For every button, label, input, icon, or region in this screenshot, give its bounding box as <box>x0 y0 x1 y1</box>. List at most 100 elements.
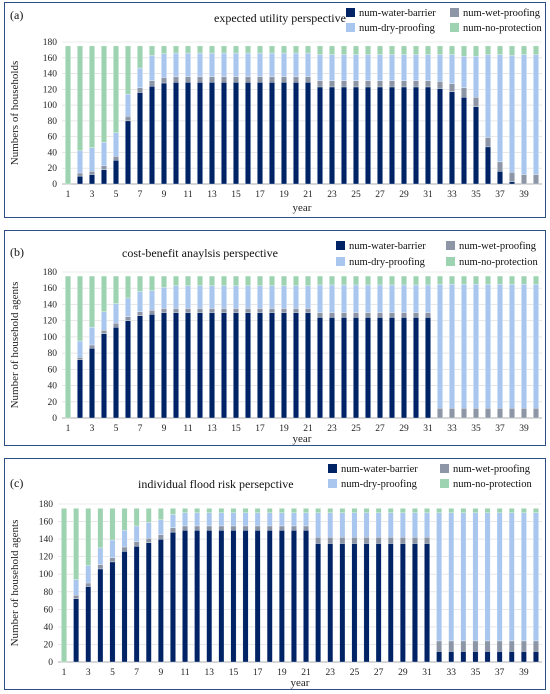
bar-water-19 <box>281 312 287 419</box>
bar-wet-18 <box>266 525 273 531</box>
bar-water-24 <box>341 317 347 419</box>
bar-dry-11 <box>185 52 191 77</box>
bar-dry-31 <box>425 284 431 313</box>
legend-label-none: num-no-protection <box>453 479 532 490</box>
bar-none-19 <box>279 508 285 513</box>
bar-none-8 <box>149 45 155 56</box>
bar-dry-32 <box>436 512 442 642</box>
bar-water-22 <box>317 317 323 419</box>
bar-dry-33 <box>448 512 455 642</box>
bar-none-22 <box>317 275 323 286</box>
x-tick-label: 15 <box>229 668 239 678</box>
bar-water-11 <box>185 312 191 419</box>
bar-none-27 <box>375 508 382 513</box>
bar-wet-30 <box>413 80 419 88</box>
bar-dry-22 <box>317 284 323 313</box>
x-axis-label: year <box>293 433 312 445</box>
bar-wet-3 <box>89 344 95 349</box>
bar-water-12 <box>197 312 203 419</box>
bar-wet-3 <box>89 171 95 175</box>
bar-water-3 <box>89 174 95 185</box>
legend-label-water: num-water-barrier <box>359 8 436 19</box>
bar-water-25 <box>353 86 359 185</box>
bar-wet-26 <box>365 80 371 88</box>
x-tick-label: 5 <box>114 424 119 434</box>
bar-dry-12 <box>194 512 200 527</box>
bar-none-15 <box>233 275 239 286</box>
y-tick-label: 140 <box>43 70 58 80</box>
bar-none-2 <box>73 508 79 580</box>
x-tick-label: 23 <box>327 424 337 434</box>
bar-none-3 <box>89 275 95 328</box>
bar-water-5 <box>113 160 119 185</box>
y-tick-label: 160 <box>43 54 58 64</box>
bar-dry-14 <box>221 52 227 77</box>
x-tick-label: 1 <box>66 424 71 434</box>
bar-none-12 <box>194 508 200 513</box>
bar-water-23 <box>327 543 334 663</box>
bar-dry-3 <box>89 327 95 346</box>
bar-none-38 <box>508 508 515 513</box>
bar-none-36 <box>485 45 491 55</box>
bar-dry-9 <box>158 519 164 535</box>
bar-none-7 <box>137 45 143 69</box>
legend-label-dry: num-dry-proofing <box>349 257 426 268</box>
x-tick-label: 31 <box>423 190 433 200</box>
x-tick-label: 33 <box>447 668 457 678</box>
bar-water-23 <box>329 317 335 419</box>
bar-none-9 <box>161 275 167 288</box>
bar-water-23 <box>329 86 335 185</box>
bar-dry-31 <box>424 512 430 538</box>
bar-wet-2 <box>73 595 79 599</box>
bar-dry-24 <box>341 54 347 81</box>
bar-water-38 <box>509 181 515 185</box>
bar-none-16 <box>245 45 251 54</box>
x-axis-label: year <box>291 677 310 689</box>
bar-wet-18 <box>269 308 275 313</box>
bar-none-4 <box>101 45 107 143</box>
bar-water-10 <box>173 312 179 419</box>
bar-dry-40 <box>533 512 539 642</box>
bar-water-27 <box>377 86 383 185</box>
x-tick-label: 11 <box>183 190 192 200</box>
bar-wet-17 <box>257 308 263 313</box>
bar-dry-10 <box>173 52 179 77</box>
bar-wet-13 <box>209 308 215 313</box>
bar-wet-31 <box>425 80 431 88</box>
legend-label-dry: num-dry-proofing <box>359 23 436 34</box>
bar-wet-39 <box>521 408 527 419</box>
bar-none-14 <box>221 275 227 286</box>
legend-label-none: num-no-protection <box>459 257 538 268</box>
x-tick-label: 27 <box>375 190 385 200</box>
bar-dry-13 <box>209 285 215 309</box>
bar-wet-39 <box>521 174 527 185</box>
bar-water-29 <box>401 86 407 185</box>
legend-swatch-dry <box>346 23 355 32</box>
x-tick-label: 25 <box>350 668 360 678</box>
bar-dry-14 <box>221 285 227 309</box>
bar-water-3 <box>89 348 95 419</box>
bar-none-17 <box>254 508 261 513</box>
bar-none-39 <box>521 45 527 55</box>
bar-dry-39 <box>521 284 527 409</box>
y-axis-label: Number of household agents <box>9 282 21 409</box>
x-tick-label: 33 <box>447 190 457 200</box>
bar-dry-12 <box>197 285 203 309</box>
panel-frame <box>4 2 546 218</box>
bar-wet-8 <box>149 80 155 87</box>
bar-wet-16 <box>245 308 251 313</box>
bar-water-12 <box>194 530 200 663</box>
bar-water-6 <box>121 551 128 663</box>
bar-dry-5 <box>109 539 116 558</box>
y-tick-label: 60 <box>48 133 58 143</box>
bar-none-36 <box>485 275 491 285</box>
bar-dry-14 <box>218 512 225 527</box>
bar-water-35 <box>473 106 479 185</box>
bar-water-2 <box>73 598 79 663</box>
chart-c: (c) individual flood risk persepctive 0 20 4… <box>4 458 546 690</box>
bar-wet-35 <box>472 640 479 652</box>
bar-none-14 <box>221 45 227 54</box>
bar-none-5 <box>109 508 116 541</box>
bar-none-26 <box>365 45 371 55</box>
bar-wet-37 <box>497 408 503 419</box>
